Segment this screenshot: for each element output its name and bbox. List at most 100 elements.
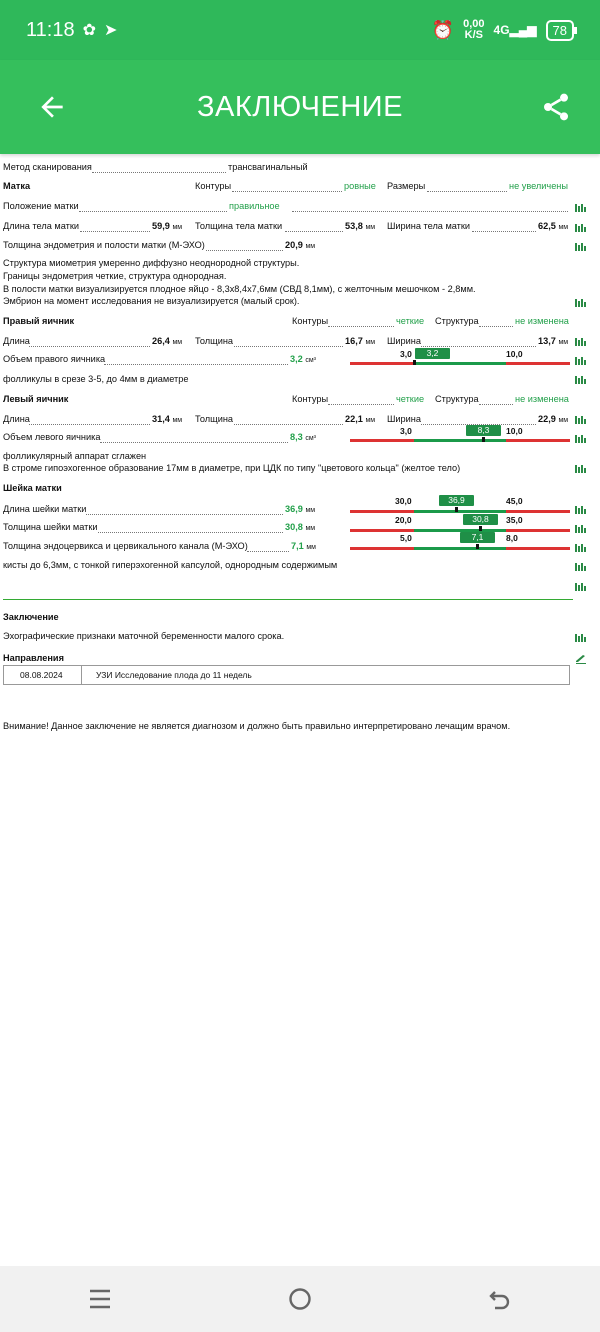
cx-length-label: Длина шейки матки [3,504,86,515]
range-min: 3,0 [400,349,412,359]
ro-length-label: Длина [3,336,30,347]
leader-dots [427,183,507,192]
status-time: 11:18 [26,19,75,42]
range-min: 5,0 [400,533,412,543]
range-max: 10,0 [506,349,523,359]
report-content: Метод сканирования трансвагинальный Матк… [0,154,600,1266]
unit-label: мм [172,224,182,231]
position-value: правильное [229,201,280,212]
leader-dots [79,203,227,212]
edit-icon[interactable] [575,654,587,664]
ro-structure-label: Структура [435,316,479,327]
lo-length-label: Длина [3,414,30,425]
lo-stroma: В строме гипоэхогенное образование 17мм … [3,463,460,474]
value-badge: 8,3 [466,425,501,436]
share-icon[interactable] [540,90,572,124]
chart-icon[interactable] [575,525,587,533]
conclusion-title: Заключение [3,612,59,623]
leader-dots [206,242,283,251]
body-width-value: 62,5 [538,221,556,231]
position-label: Положение матки [3,201,79,212]
ro-structure-value: не изменена [515,316,569,327]
chart-icon[interactable] [575,506,587,514]
status-bar: 11:18 ✿ ➤ ⏰ 0,00 K/S 4G▂▄▆ 78 [0,0,600,60]
signal-icon: 4G▂▄▆ [494,23,537,37]
chart-icon[interactable] [575,204,587,212]
back-icon[interactable] [487,1286,513,1312]
leader-dots [285,223,343,232]
leader-dots [100,434,288,443]
unit-label: мм [365,339,375,346]
leader-dots [234,338,343,347]
body-width-label: Ширина тела матки [387,221,470,232]
description-line: Эмбрион на момент исследования не визуал… [3,296,299,307]
leader-dots [472,223,536,232]
ro-thickness-value: 16,7 [345,336,363,346]
chart-icon[interactable] [575,634,587,642]
unit-label: мм [305,243,315,250]
home-icon[interactable] [287,1286,313,1312]
chart-icon[interactable] [575,338,587,346]
lo-thickness-value: 22,1 [345,414,363,424]
contours-value: ровные [344,181,376,192]
back-arrow-icon[interactable] [36,91,68,123]
lo-contours-label: Контуры [292,394,328,405]
chart-icon[interactable] [575,299,587,307]
app-notification-icon: ✿ [83,20,96,40]
chart-icon[interactable] [575,544,587,552]
leader-dots [328,318,394,327]
size-label: Размеры [387,181,425,192]
range-max: 8,0 [506,533,518,543]
value-badge: 3,2 [415,348,450,359]
ro-volume-label: Объем правого яичника [3,354,105,365]
uterus-title: Матка [3,181,30,192]
chart-icon[interactable] [575,376,587,384]
range-min: 3,0 [400,426,412,436]
chart-icon[interactable] [575,435,587,443]
chart-icon[interactable] [575,243,587,251]
leader-dots [247,543,289,552]
leader-dots [421,338,536,347]
chart-icon[interactable] [575,357,587,365]
value-badge: 36,9 [439,495,474,506]
lo-volume-range [350,439,570,442]
referral-date: 08.08.2024 [4,666,82,684]
referrals-title: Направления [3,653,64,664]
cervix-title: Шейка матки [3,483,62,494]
body-thickness-label: Толщина тела матки [195,221,282,232]
lo-structure-label: Структура [435,394,479,405]
ro-volume-value: 3,2 [290,354,303,364]
value-marker [482,437,485,442]
chart-icon[interactable] [575,224,587,232]
chart-icon[interactable] [575,583,587,591]
unit-label: мм [558,339,568,346]
menu-icon[interactable] [87,1286,113,1312]
lo-length-value: 31,4 [152,414,170,424]
conclusion-text: Эхографические признаки маточной беремен… [3,631,284,642]
range-min: 20,0 [395,515,412,525]
leader-dots [92,164,226,173]
ro-length-value: 26,4 [152,336,170,346]
cx-endo-value: 7,1 [291,541,304,551]
lo-thickness-label: Толщина [195,414,233,425]
chart-icon[interactable] [575,563,587,571]
ro-contours-label: Контуры [292,316,328,327]
leader-dots [104,356,288,365]
body-length-label: Длина тела матки [3,221,79,232]
cx-endo-label: Толщина эндоцервикса и цервикального кан… [3,541,248,552]
unit-label: мм [172,339,182,346]
chart-icon[interactable] [575,416,587,424]
lo-volume-value: 8,3 [290,432,303,442]
chart-icon[interactable] [575,465,587,473]
value-marker [413,360,416,365]
ro-width-value: 13,7 [538,336,556,346]
endometrium-value: 20,9 [285,240,303,250]
range-max: 35,0 [506,515,523,525]
range-min: 30,0 [395,496,412,506]
value-badge: 7,1 [460,532,495,543]
ro-contours-value: четкие [396,316,424,327]
alarm-icon: ⏰ [432,20,454,41]
leader-dots [29,416,150,425]
value-marker [479,526,482,531]
battery-indicator: 78 [546,20,574,41]
